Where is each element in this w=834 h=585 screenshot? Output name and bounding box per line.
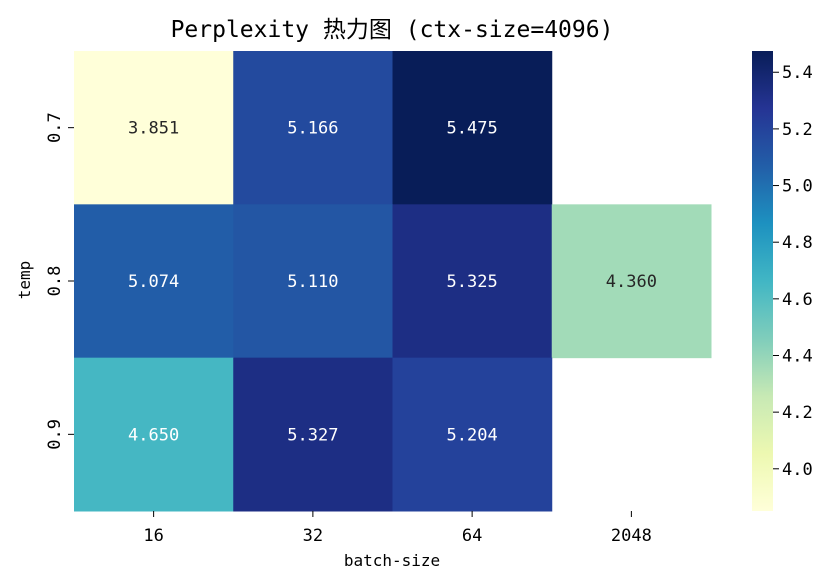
cell-value-label: 5.204 [447, 425, 498, 445]
colorbar-ticks: 4.0 4.2 4.4 4.6 4.8 5.0 5.2 5.4 [773, 63, 813, 480]
cell-value-label: 5.074 [128, 272, 179, 292]
cell-value-label: 5.325 [447, 272, 498, 292]
heatmap-cell [74, 204, 234, 359]
colorbar-tick-label: 5.2 [782, 120, 813, 140]
y-axis-label: temp [15, 261, 34, 300]
x-axis-ticks: 16 32 64 2048 [143, 511, 652, 546]
heatmap-cell [233, 357, 393, 512]
chart-title: Perplexity 热力图 (ctx-size=4096) [171, 17, 614, 43]
cell-value-label: 3.851 [128, 119, 179, 139]
heatmap-cell [392, 51, 553, 205]
y-axis-ticks: 0.7 0.8 0.9 [45, 112, 74, 450]
cell-value-label: 5.110 [287, 272, 338, 292]
heatmap-cell [74, 357, 234, 512]
colorbar-tick-label: 4.0 [782, 460, 813, 480]
x-tick-label: 32 [303, 526, 323, 546]
cell-value-label: 4.360 [606, 272, 657, 292]
colorbar-tick-label: 5.0 [782, 177, 813, 197]
colorbar [752, 51, 773, 511]
cell-value-label: 5.475 [447, 119, 498, 139]
cell-value-label: 5.166 [287, 119, 338, 139]
heatmap-cell [551, 204, 712, 359]
heatmap-cell [233, 204, 393, 359]
x-tick-label: 16 [143, 526, 163, 546]
colorbar-tick-label: 4.2 [782, 403, 813, 423]
y-tick-label: 0.9 [45, 419, 65, 450]
heatmap-cell [392, 357, 553, 512]
colorbar-tick-label: 4.8 [782, 233, 813, 253]
y-tick-label: 0.7 [45, 112, 65, 143]
heatmap-cell [233, 51, 393, 205]
x-tick-label: 64 [462, 526, 482, 546]
y-tick-label: 0.8 [45, 266, 65, 297]
colorbar-tick-label: 4.6 [782, 290, 813, 310]
colorbar-tick-label: 4.4 [782, 346, 813, 366]
heatmap-cells: 3.851 5.166 5.475 5.074 5.110 5.325 4.360 4.650… [74, 51, 712, 512]
cell-value-label: 5.327 [287, 425, 338, 445]
x-axis-label: batch-size [344, 551, 440, 570]
cell-value-label: 4.650 [128, 425, 179, 445]
heatmap-cell [74, 51, 234, 205]
x-tick-label: 2048 [611, 526, 652, 546]
colorbar-tick-label: 5.4 [782, 63, 813, 83]
heatmap-cell [392, 204, 553, 359]
